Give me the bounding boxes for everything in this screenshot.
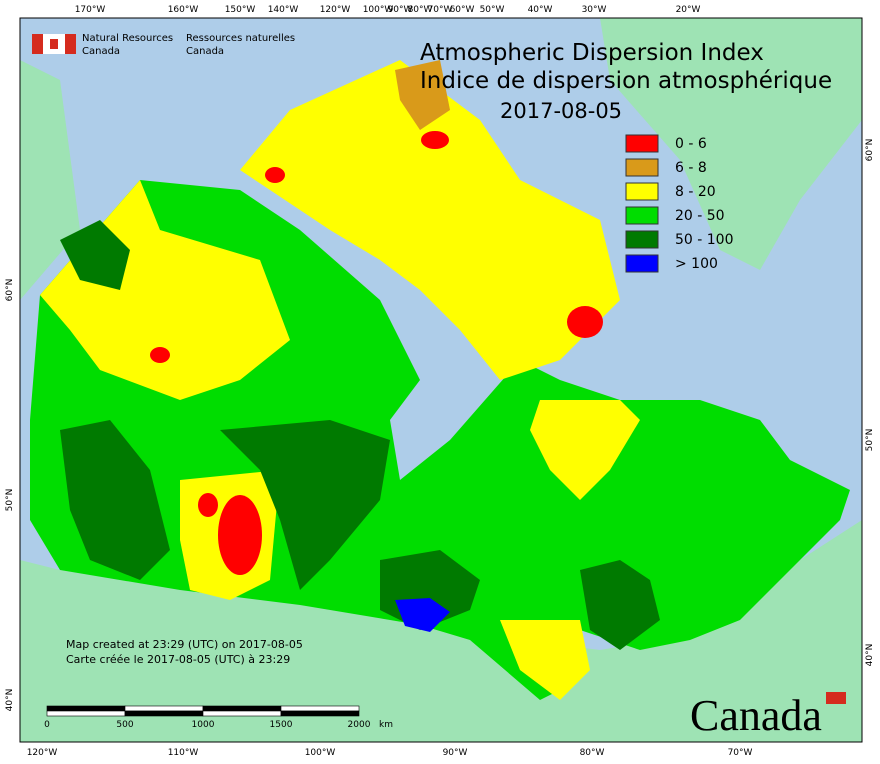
graticule-label: 20°W: [676, 5, 701, 15]
graticule-label: 50°W: [480, 5, 505, 15]
scale-unit: km: [379, 720, 393, 730]
agency-fr: Ressources naturelles: [186, 33, 295, 44]
greenland: [600, 18, 862, 270]
index-zone: [580, 560, 660, 650]
graticule-label: 100°W: [305, 748, 336, 758]
index-zone: [265, 167, 285, 183]
index-zone: [60, 220, 130, 290]
graticule-label: 60°N: [865, 139, 875, 162]
legend-label: 6 - 8: [675, 160, 707, 176]
index-zone: [395, 598, 450, 632]
graticule-label: 120°W: [27, 748, 58, 758]
graticule-label: 50°N: [865, 429, 875, 452]
index-zone: [567, 306, 603, 338]
graticule-label: 50°N: [5, 489, 15, 512]
agency-en: Natural Resources: [82, 33, 173, 44]
title-en: Atmospheric Dispersion Index: [420, 40, 764, 66]
graticule-label: 170°W: [75, 5, 106, 15]
agency-en: Canada: [82, 46, 120, 57]
legend-label: 50 - 100: [675, 232, 734, 248]
credit: Map created at 23:29 (UTC) on 2017-08-05: [66, 638, 303, 651]
graticule-label: 110°W: [168, 748, 199, 758]
scale-label: 0: [44, 720, 50, 730]
agency-fr: Canada: [186, 46, 224, 57]
legend-swatch: [625, 206, 659, 225]
legend-label: 0 - 6: [675, 136, 707, 152]
wordmark-flag: [826, 692, 846, 704]
graticule-label: 30°W: [582, 5, 607, 15]
map-frame: [19, 17, 863, 743]
graticule-label: 60°W: [450, 5, 475, 15]
scale-label: 1500: [270, 720, 293, 730]
scale-segment: [202, 705, 282, 712]
wordmark: Canada: [690, 691, 822, 740]
legend-swatch: [625, 254, 659, 273]
graticule-label: 100°W: [363, 5, 394, 15]
scale-label: 2000: [348, 720, 371, 730]
legend-swatch: [625, 182, 659, 201]
title-fr: Indice de dispersion atmosphérique: [420, 68, 832, 94]
index-zone: [421, 131, 449, 149]
index-zone: [240, 60, 620, 380]
graticule-label: 160°W: [168, 5, 199, 15]
flag-bar: [65, 34, 76, 54]
index-zone: [395, 60, 450, 130]
flag-leaf: [50, 39, 58, 49]
flag-bar: [32, 34, 43, 54]
index-zone: [220, 420, 390, 590]
graticule-label: 60°N: [5, 279, 15, 302]
index-zone: [150, 347, 170, 363]
scale-segment: [124, 705, 204, 712]
legend-swatch: [625, 158, 659, 177]
scale-segment: [202, 710, 282, 717]
scale-segment: [46, 705, 126, 712]
legend-label: 20 - 50: [675, 208, 725, 224]
graticule-label: 70°W: [428, 5, 453, 15]
graticule-label: 40°N: [5, 689, 15, 712]
index-zone: [218, 495, 262, 575]
scale-segment: [46, 710, 126, 717]
credit: Carte créée le 2017-08-05 (UTC) à 23:29: [66, 653, 290, 666]
scale-label: 500: [116, 720, 133, 730]
graticule-label: 90°W: [388, 5, 413, 15]
graticule-label: 80°W: [408, 5, 433, 15]
graticule-label: 70°W: [728, 748, 753, 758]
graticule-label: 40°W: [528, 5, 553, 15]
graticule-label: 140°W: [268, 5, 299, 15]
index-zone: [198, 493, 218, 517]
legend-label: 8 - 20: [675, 184, 716, 200]
graticule-label: 40°N: [865, 644, 875, 667]
legend-label: > 100: [675, 256, 718, 272]
graticule-label: 150°W: [225, 5, 256, 15]
scale-segment: [280, 710, 360, 717]
index-zone: [60, 420, 170, 580]
index-zone: [500, 620, 590, 700]
canada-land: [30, 60, 850, 700]
graticule-label: 90°W: [443, 748, 468, 758]
legend-swatch: [625, 134, 659, 153]
index-zone: [530, 400, 640, 500]
graticule-label: 80°W: [580, 748, 605, 758]
scale-segment: [124, 710, 204, 717]
graticule-label: 120°W: [320, 5, 351, 15]
scale-label: 1000: [192, 720, 215, 730]
scale-segment: [280, 705, 360, 712]
title-date: 2017-08-05: [500, 99, 622, 123]
legend-swatch: [625, 230, 659, 249]
